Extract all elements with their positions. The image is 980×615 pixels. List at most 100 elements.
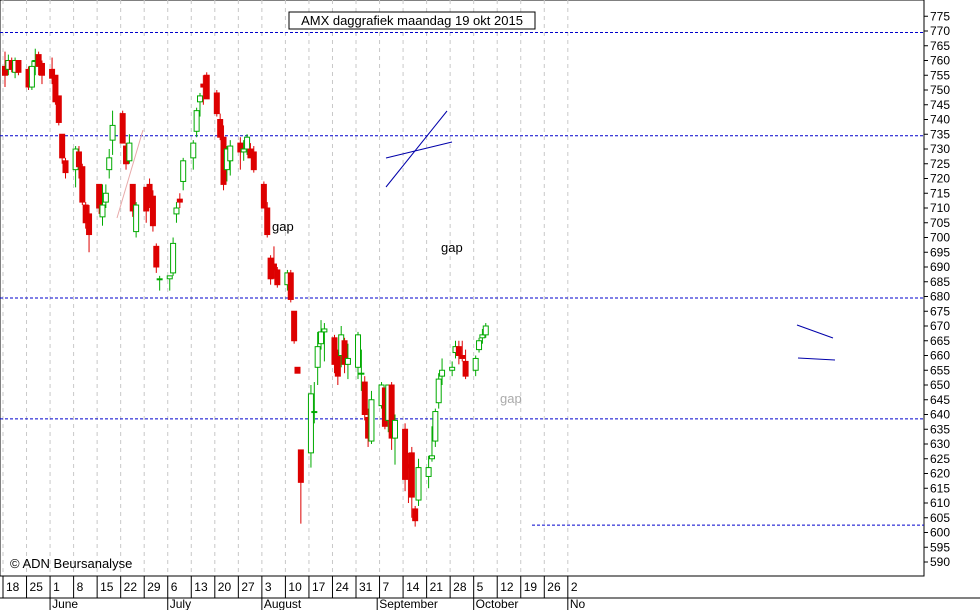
y-tick-label: 765 <box>930 39 950 53</box>
candle-body <box>156 278 163 281</box>
candle-body <box>86 213 93 236</box>
x-tick-label: 20 <box>218 580 232 594</box>
y-tick-label: 595 <box>930 540 950 554</box>
x-tick-label: 17 <box>312 580 326 594</box>
candle-body <box>62 160 69 174</box>
candle-body <box>227 145 234 162</box>
candle-body <box>79 166 86 203</box>
x-tick-label: 27 <box>241 580 255 594</box>
y-tick-label: 745 <box>930 98 950 112</box>
x-axis: 18 25 1 8 15 22 29 6 13 20 27 3 10 17 24 31 7 14 21 28 5 12 19… <box>0 576 980 611</box>
candle-body <box>318 331 325 345</box>
y-tick-label: 740 <box>930 113 950 127</box>
candle-body <box>432 411 439 442</box>
candle-body <box>149 195 156 227</box>
candle-body <box>459 355 466 359</box>
y-tick-label: 670 <box>930 319 950 333</box>
x-tick-label: 28 <box>453 580 467 594</box>
y-tick-label: 695 <box>930 245 950 259</box>
candle-body <box>28 65 35 88</box>
candle-body <box>52 74 59 103</box>
y-tick-label: 720 <box>930 172 950 186</box>
candle-body <box>2 65 8 76</box>
candle-body <box>180 160 187 182</box>
y-tick-label: 600 <box>930 526 950 540</box>
x-tick-label: 3 <box>265 580 272 594</box>
candle-body <box>237 142 244 153</box>
y-tick-label: 625 <box>930 452 950 466</box>
month-label: No <box>570 597 586 610</box>
candle-body <box>391 419 398 439</box>
month-label: June <box>52 597 78 610</box>
x-tick-label: 14 <box>406 580 420 594</box>
y-tick-label: 675 <box>930 304 950 318</box>
candle-body <box>358 372 365 375</box>
candle-body <box>250 151 257 171</box>
y-tick-label: 685 <box>930 275 950 289</box>
candle-body <box>119 113 126 144</box>
candle-body <box>109 124 116 141</box>
candle-body <box>55 95 62 123</box>
y-tick-label: 655 <box>930 363 950 377</box>
candle-body <box>38 62 45 76</box>
x-tick-label: 12 <box>500 580 514 594</box>
candle-body <box>170 242 177 274</box>
candle-body <box>35 54 42 67</box>
y-tick-label: 665 <box>930 334 950 348</box>
candles-layer <box>2 48 489 527</box>
candle-body <box>412 508 419 522</box>
x-tick-label: 7 <box>383 580 390 594</box>
x-tick-label: 8 <box>77 580 84 594</box>
candle-body <box>173 207 180 215</box>
y-axis: 5905956006056106156206256306356406456506… <box>924 9 950 569</box>
y-tick-label: 730 <box>930 142 950 156</box>
x-tick-label: 1 <box>53 580 60 594</box>
candle-body <box>99 204 106 218</box>
x-tick-label: 10 <box>288 580 302 594</box>
y-tick-label: 610 <box>930 496 950 510</box>
y-tick-label: 775 <box>930 9 950 23</box>
candle-body <box>331 337 338 365</box>
candle-body <box>341 340 348 365</box>
candle-body <box>388 384 395 439</box>
x-tick-label: 25 <box>30 580 44 594</box>
watermark: © ADN Beursanalyse <box>10 556 132 571</box>
y-tick-label: 635 <box>930 422 950 436</box>
candle-body <box>193 110 200 132</box>
candle-body <box>408 452 415 498</box>
y-tick-label: 715 <box>930 186 950 200</box>
y-tick-label: 750 <box>930 83 950 97</box>
candle-body <box>297 449 304 483</box>
candle-body <box>274 269 281 286</box>
trend-line <box>796 324 834 339</box>
x-tick-label: 29 <box>147 580 161 594</box>
candle-body <box>314 346 321 368</box>
candle-body <box>203 74 210 100</box>
y-tick-label: 705 <box>930 216 950 230</box>
candle-body <box>482 325 489 336</box>
y-tick-label: 630 <box>930 437 950 451</box>
y-tick-label: 640 <box>930 408 950 422</box>
y-tick-label: 650 <box>930 378 950 392</box>
candle-body <box>196 95 203 103</box>
candle-body <box>126 142 133 162</box>
candle-body <box>59 133 66 159</box>
candle-body <box>462 360 469 377</box>
chart-title: AMX daggrafiek maandag 19 okt 2015 <box>301 13 523 28</box>
candle-body <box>334 352 341 377</box>
candle-body <box>106 157 113 171</box>
candle-body <box>455 346 462 356</box>
y-tick-label: 700 <box>930 231 950 245</box>
candle-body <box>166 275 173 280</box>
trend-line <box>385 141 453 159</box>
candle-body <box>294 366 301 374</box>
candle-body <box>260 183 267 209</box>
x-tick-label: 19 <box>524 580 538 594</box>
trend-layer <box>116 110 836 361</box>
x-tick-label: 18 <box>6 580 20 594</box>
x-tick-label: 6 <box>171 580 178 594</box>
y-tick-label: 755 <box>930 68 950 82</box>
candle-body <box>291 310 298 342</box>
candle-body <box>368 399 375 442</box>
